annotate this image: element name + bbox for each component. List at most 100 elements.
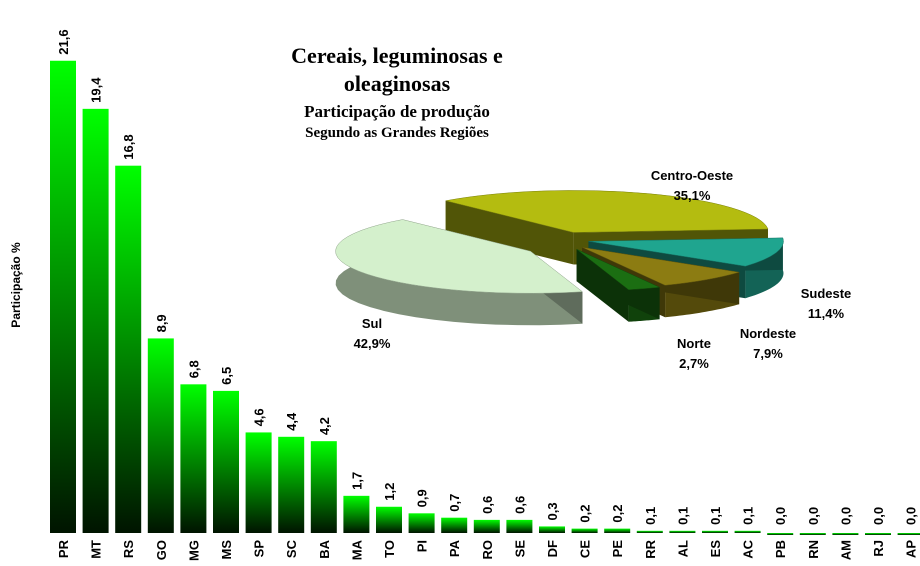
data-label: 0,0	[773, 507, 788, 525]
data-label: 6,5	[219, 367, 234, 385]
data-label: 0,7	[447, 494, 462, 512]
bar	[604, 528, 631, 533]
bar	[767, 533, 794, 535]
data-label: 0,0	[806, 507, 821, 525]
data-label: 0,0	[838, 507, 853, 525]
x-tick-label: MS	[219, 540, 234, 560]
bar	[213, 390, 239, 533]
x-tick-label: BA	[317, 539, 332, 558]
bar	[278, 436, 305, 533]
x-tick-label: SE	[512, 540, 527, 558]
data-label: 11,4%	[808, 306, 845, 321]
data-label: 35,1%	[674, 188, 711, 203]
x-tick-label: AC	[741, 539, 756, 558]
x-tick-label: GO	[154, 540, 169, 560]
bar	[865, 533, 891, 535]
y-axis-label: Participação %	[9, 242, 23, 328]
x-tick-label: PE	[610, 540, 625, 558]
bar	[50, 60, 76, 533]
data-label: 1,7	[349, 472, 364, 490]
bar	[115, 165, 142, 533]
pie-slice	[576, 249, 661, 290]
pie-slice	[335, 219, 584, 294]
x-tick-label: SP	[252, 540, 267, 558]
x-tick-label: AM	[838, 540, 853, 560]
data-label: 19,4	[89, 77, 104, 103]
bar	[147, 338, 174, 533]
bar	[473, 519, 500, 533]
pie-title: Cereais, leguminosas e oleaginosas	[291, 43, 503, 96]
bar	[376, 506, 402, 533]
data-label: 0,6	[512, 496, 527, 514]
x-tick-label: RR	[643, 539, 658, 558]
data-label: 0,6	[480, 496, 495, 514]
pie-slice	[582, 247, 740, 286]
x-tick-label: RN	[806, 540, 821, 559]
x-tick-label: DF	[545, 540, 560, 557]
data-label: 0,1	[643, 507, 658, 525]
pie-subtitle: Participação de produção	[304, 102, 490, 121]
data-label: 0,1	[675, 507, 690, 525]
bar	[441, 517, 468, 533]
data-label: 0,1	[741, 507, 756, 525]
bar	[539, 526, 565, 533]
pie-slice	[588, 237, 784, 267]
data-label: 16,8	[121, 134, 136, 159]
bar	[180, 384, 207, 533]
data-label: 0,0	[871, 507, 886, 525]
bar	[897, 533, 920, 535]
x-tick-label: SC	[284, 539, 299, 558]
x-tick-label: PB	[773, 540, 788, 558]
x-tick-label: PI	[415, 540, 430, 552]
legend-label: Nordeste	[740, 326, 796, 341]
data-label: 0,1	[708, 507, 723, 525]
bar	[702, 530, 728, 533]
pie-slice-side	[445, 200, 574, 265]
x-tick-label: ES	[708, 540, 723, 558]
x-tick-label: AL	[675, 540, 690, 557]
data-label: 0,2	[578, 505, 593, 523]
data-label: 2,7%	[679, 356, 709, 371]
data-label: 0,3	[545, 502, 560, 520]
bar	[571, 528, 598, 533]
x-tick-label: MT	[89, 540, 104, 559]
data-label: 6,8	[186, 360, 201, 378]
x-tick-label: PR	[56, 539, 71, 558]
x-tick-label: TO	[382, 540, 397, 558]
data-label: 8,9	[154, 314, 169, 332]
data-label: 0,2	[610, 505, 625, 523]
bar	[408, 513, 435, 533]
legend-label: Norte	[677, 336, 711, 351]
bar	[734, 530, 761, 533]
data-label: 4,2	[317, 417, 332, 435]
x-tick-label: RJ	[871, 540, 886, 557]
x-tick-label: MG	[186, 540, 201, 561]
data-label: 4,4	[284, 412, 299, 431]
data-label: 1,2	[382, 483, 397, 501]
bar	[310, 441, 337, 533]
x-tick-label: RO	[480, 540, 495, 560]
bar	[506, 519, 533, 533]
legend-label: Centro-Oeste	[651, 168, 733, 183]
bar	[245, 432, 272, 533]
bar	[832, 533, 859, 535]
legend-label: Sul	[362, 316, 382, 331]
data-label: 0,0	[904, 507, 919, 525]
pie-subtitle: Segundo as Grandes Regiões	[305, 125, 489, 141]
bar	[343, 495, 370, 533]
bar	[636, 530, 663, 533]
data-label: 42,9%	[354, 336, 391, 351]
data-label: 0,9	[415, 489, 430, 507]
legend-label: Sudeste	[801, 286, 852, 301]
x-tick-label: CE	[578, 540, 593, 558]
x-tick-label: RS	[121, 540, 136, 558]
x-tick-label: AP	[904, 540, 919, 558]
x-tick-label: PA	[447, 539, 462, 557]
pie-slice-side	[576, 249, 629, 322]
bar	[669, 530, 696, 533]
bar	[799, 533, 826, 535]
x-tick-label: MA	[349, 539, 364, 560]
data-label: 7,9%	[753, 346, 783, 361]
